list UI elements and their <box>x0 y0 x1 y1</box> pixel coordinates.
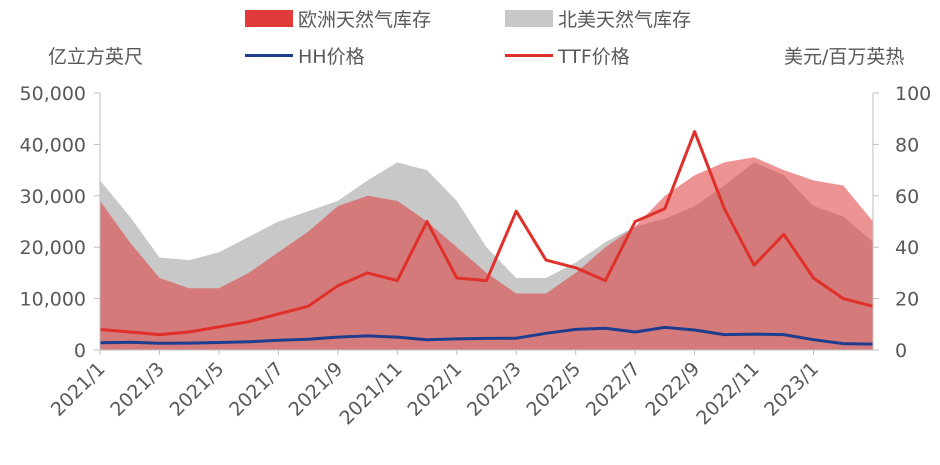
legend: 欧洲天然气库存 北美天然气库存 HH价格 TTF价格 <box>0 0 940 80</box>
right-tick-label: 0 <box>895 340 907 362</box>
legend-label-hh: HH价格 <box>298 46 365 68</box>
left-tick-label: 30,000 <box>20 186 86 208</box>
x-tick-label: 2022/1 <box>403 358 466 421</box>
left-tick-label: 0 <box>74 340 86 362</box>
legend-swatch-europe-storage <box>245 10 293 27</box>
x-tick-label: 2022/7 <box>582 358 645 421</box>
hh-price-line <box>99 325 874 346</box>
x-tick-label: 2022/5 <box>522 358 585 421</box>
right-axis-title: 美元/百万英热 <box>784 46 905 68</box>
legend-label-na-storage: 北美天然气库存 <box>558 9 692 31</box>
right-tick-label: 60 <box>895 186 919 208</box>
x-tick-label: 2023/1 <box>760 358 823 421</box>
x-tick-label: 2021/7 <box>225 358 288 421</box>
left-axis-title: 亿立方英尺 <box>48 46 144 68</box>
left-tick-label: 40,000 <box>20 134 86 156</box>
legend-label-ttf: TTF价格 <box>558 46 630 68</box>
x-tick-label: 2021/3 <box>106 358 169 421</box>
x-tick-label: 2021/11 <box>335 358 406 429</box>
x-tick-label: 2021/1 <box>47 358 110 421</box>
left-tick-label: 10,000 <box>20 289 86 311</box>
x-tick-label: 2022/3 <box>463 358 526 421</box>
right-tick-label: 100 <box>895 83 931 105</box>
left-tick-label: 20,000 <box>20 237 86 259</box>
legend-line-hh <box>245 54 293 57</box>
right-tick-label: 20 <box>895 289 919 311</box>
legend-swatch-na-storage <box>505 10 553 27</box>
europe-storage-area <box>100 157 873 350</box>
legend-line-ttf <box>505 54 553 57</box>
x-tick-label: 2021/5 <box>166 358 229 421</box>
right-tick-label: 80 <box>895 134 919 156</box>
right-tick-label: 40 <box>895 237 919 259</box>
x-tick-label: 2022/11 <box>692 358 763 429</box>
ttf-price-line <box>99 130 874 337</box>
legend-label-europe-storage: 欧洲天然气库存 <box>298 9 432 31</box>
left-tick-label: 50,000 <box>20 83 86 105</box>
